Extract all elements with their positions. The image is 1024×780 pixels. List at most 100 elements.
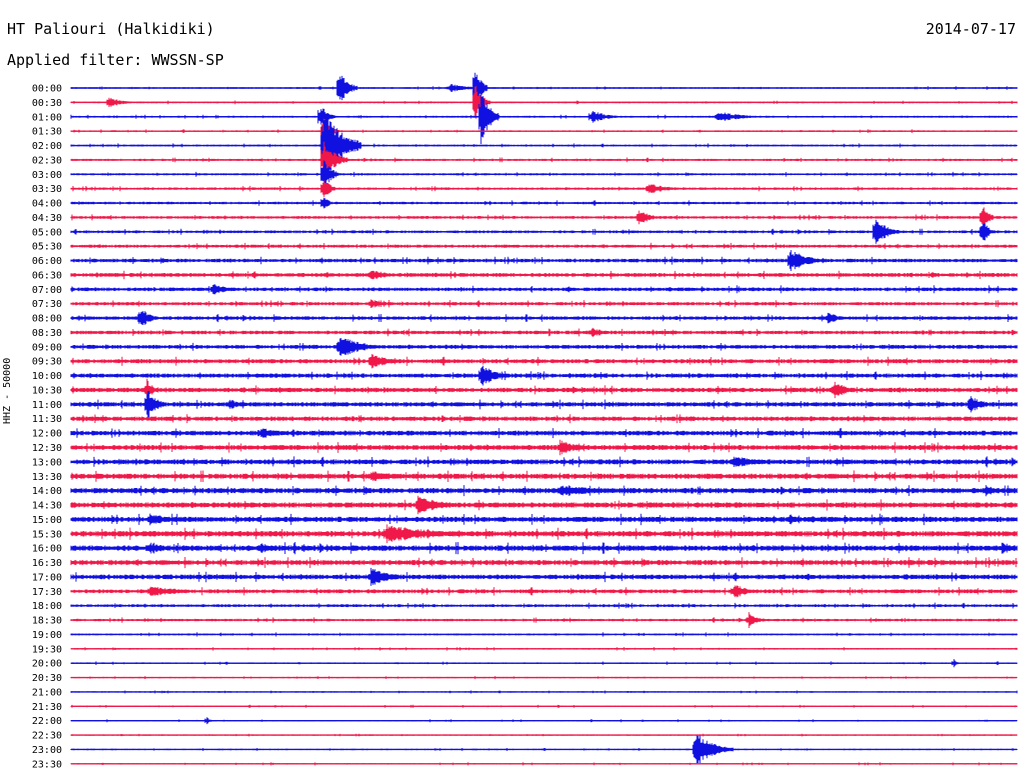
time-tick-label: 06:30 <box>32 270 62 281</box>
filter-label: Applied filter: WWSSN-SP <box>7 51 224 69</box>
time-tick-label: 04:00 <box>32 199 62 210</box>
seismogram-trace <box>70 378 1018 402</box>
time-tick-label: 21:00 <box>32 687 62 698</box>
time-tick-label: 01:00 <box>32 112 62 123</box>
seismogram-trace <box>70 160 1018 189</box>
seismogram-trace <box>70 704 1018 708</box>
seismogram-trace <box>70 197 1018 209</box>
seismogram-trace <box>70 72 1018 104</box>
time-tick-label: 15:00 <box>32 515 62 526</box>
time-tick-label: 14:30 <box>32 501 62 512</box>
seismogram-trace <box>70 567 1018 586</box>
time-tick-label: 03:30 <box>32 184 62 195</box>
seismogram-trace <box>70 180 1018 197</box>
seismogram-trace <box>70 284 1018 295</box>
time-tick-label: 16:30 <box>32 558 62 569</box>
time-tick-label: 06:00 <box>32 256 62 267</box>
seismogram-trace <box>70 542 1018 555</box>
seismogram-trace <box>70 141 1018 179</box>
seismogram-trace <box>70 513 1018 526</box>
time-tick-label: 08:00 <box>32 314 62 325</box>
time-tick-label: 03:00 <box>32 170 62 181</box>
seismogram-trace <box>70 585 1018 598</box>
time-tick-labels: 00:00 00:30 01:00 01:30 02:00 02:30 03:00 03:30… <box>32 84 62 771</box>
seismogram-trace <box>70 602 1018 609</box>
seismogram-trace <box>70 250 1018 271</box>
time-tick-label: 08:30 <box>32 328 62 339</box>
seismogram-trace <box>70 470 1018 483</box>
time-tick-label: 10:00 <box>32 371 62 382</box>
seismogram-trace <box>70 632 1018 637</box>
seismogram-trace <box>70 365 1018 386</box>
time-tick-label: 02:00 <box>32 141 62 152</box>
time-tick-label: 13:00 <box>32 457 62 468</box>
time-tick-label: 11:30 <box>32 414 62 425</box>
seismogram-trace <box>70 338 1018 356</box>
seismogram-trace <box>70 647 1018 651</box>
time-tick-label: 21:30 <box>32 702 62 713</box>
time-tick-label: 19:00 <box>32 630 62 641</box>
time-tick-label: 12:30 <box>32 443 62 454</box>
seismogram-trace <box>70 86 1018 119</box>
seismogram-trace <box>70 115 1018 176</box>
seismogram-trace <box>70 299 1018 308</box>
time-tick-label: 09:30 <box>32 357 62 368</box>
seismogram-trace <box>70 242 1018 250</box>
seismogram-trace <box>70 414 1018 424</box>
time-tick-label: 20:30 <box>32 673 62 684</box>
time-tick-label: 23:30 <box>32 759 62 770</box>
time-tick-label: 16:00 <box>32 544 62 555</box>
seismogram-trace <box>70 524 1018 544</box>
seismogram-trace <box>70 690 1018 694</box>
time-tick-label: 00:30 <box>32 98 62 109</box>
seismogram-trace <box>70 428 1018 439</box>
time-tick-label: 04:30 <box>32 213 62 224</box>
time-tick-label: 22:00 <box>32 716 62 727</box>
time-tick-label: 07:00 <box>32 285 62 296</box>
station-title: HT Paliouri (Halkidiki) <box>7 20 215 38</box>
seismogram-trace <box>70 391 1018 418</box>
time-tick-label: 02:30 <box>32 155 62 166</box>
seismogram-trace <box>70 327 1018 337</box>
seismogram-trace <box>70 612 1018 628</box>
seismogram-trace <box>70 733 1018 737</box>
seismogram-trace <box>70 118 1018 144</box>
time-tick-label: 05:30 <box>32 242 62 253</box>
seismogram-trace <box>70 270 1018 280</box>
seismogram-trace <box>70 89 1018 144</box>
time-tick-label: 10:30 <box>32 385 62 396</box>
seismogram-trace <box>70 495 1018 515</box>
time-tick-label: 23:00 <box>32 745 62 756</box>
seismogram-trace <box>70 207 1018 228</box>
seismogram-trace <box>70 735 1018 764</box>
time-tick-label: 19:30 <box>32 644 62 655</box>
time-tick-label: 12:00 <box>32 429 62 440</box>
seismogram-trace <box>70 659 1018 668</box>
time-tick-label: 05:00 <box>32 227 62 238</box>
seismogram-trace <box>70 762 1018 766</box>
seismogram-trace <box>70 676 1018 680</box>
time-tick-label: 07:30 <box>32 299 62 310</box>
time-tick-label: 01:30 <box>32 127 62 138</box>
time-tick-label: 11:00 <box>32 400 62 411</box>
time-tick-label: 15:30 <box>32 529 62 540</box>
time-tick-label: 14:00 <box>32 486 62 497</box>
seismogram-trace <box>70 456 1018 468</box>
seismogram-trace <box>70 717 1018 725</box>
time-tick-label: 09:00 <box>32 342 62 353</box>
seismogram-trace <box>70 311 1018 325</box>
seismogram-trace <box>70 219 1018 244</box>
time-tick-label: 13:30 <box>32 472 62 483</box>
date-label: 2014-07-17 <box>925 20 1016 38</box>
seismogram-trace <box>70 354 1018 369</box>
time-tick-label: 22:30 <box>32 731 62 742</box>
trace-group <box>70 72 1018 766</box>
time-tick-label: 17:30 <box>32 587 62 598</box>
time-tick-label: 20:00 <box>32 659 62 670</box>
time-tick-label: 18:00 <box>32 601 62 612</box>
time-tick-label: 17:00 <box>32 572 62 583</box>
seismogram-trace <box>70 557 1018 569</box>
seismogram-trace <box>70 439 1018 456</box>
seismogram-trace <box>70 485 1018 497</box>
time-tick-label: 00:00 <box>32 84 62 95</box>
